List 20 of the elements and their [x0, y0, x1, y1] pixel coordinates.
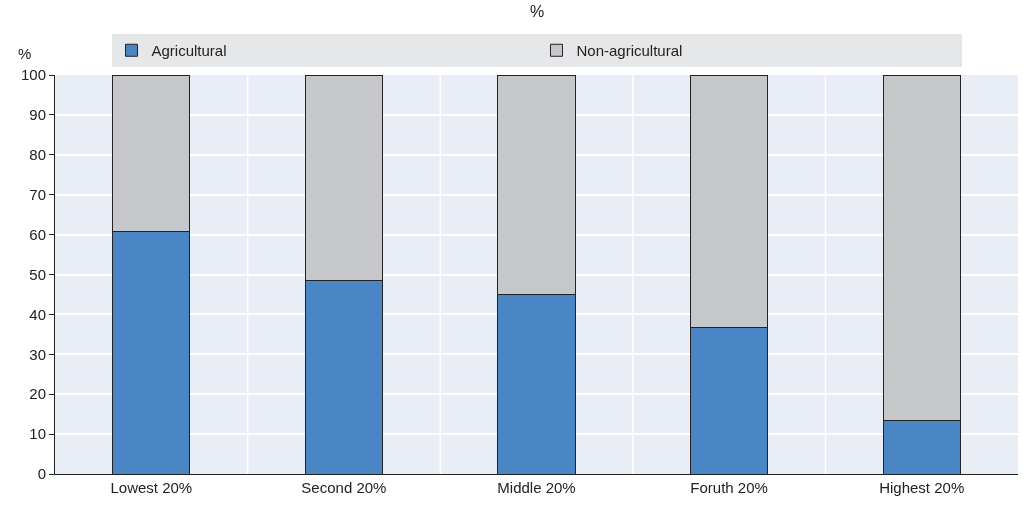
legend-label: Non-agricultural [576, 42, 683, 60]
y-tick-label: 20 [29, 385, 46, 403]
y-tick-label: 70 [29, 185, 46, 203]
y-tick-label: 90 [29, 106, 46, 124]
y-tick-label: 60 [29, 225, 46, 243]
y-axis-title: % [18, 45, 32, 62]
y-tick-label: 50 [29, 265, 46, 283]
chart-subtitle: % [530, 3, 545, 20]
y-tick-label: 80 [29, 146, 46, 164]
x-tick-label: Highest 20% [879, 479, 965, 496]
x-tick-label: Foruth 20% [690, 479, 768, 496]
x-tick-label: Middle 20% [497, 479, 576, 496]
y-tick-label: 0 [37, 465, 46, 483]
legend-label: Agricultural [151, 42, 227, 60]
y-tick-label: 40 [29, 305, 46, 323]
y-tick-label: 10 [29, 425, 46, 443]
y-tick-label: 30 [29, 345, 46, 363]
y-tick-label: 100 [20, 66, 46, 84]
x-tick-label: Lowest 20% [110, 479, 193, 496]
x-tick-label: Second 20% [301, 479, 387, 496]
